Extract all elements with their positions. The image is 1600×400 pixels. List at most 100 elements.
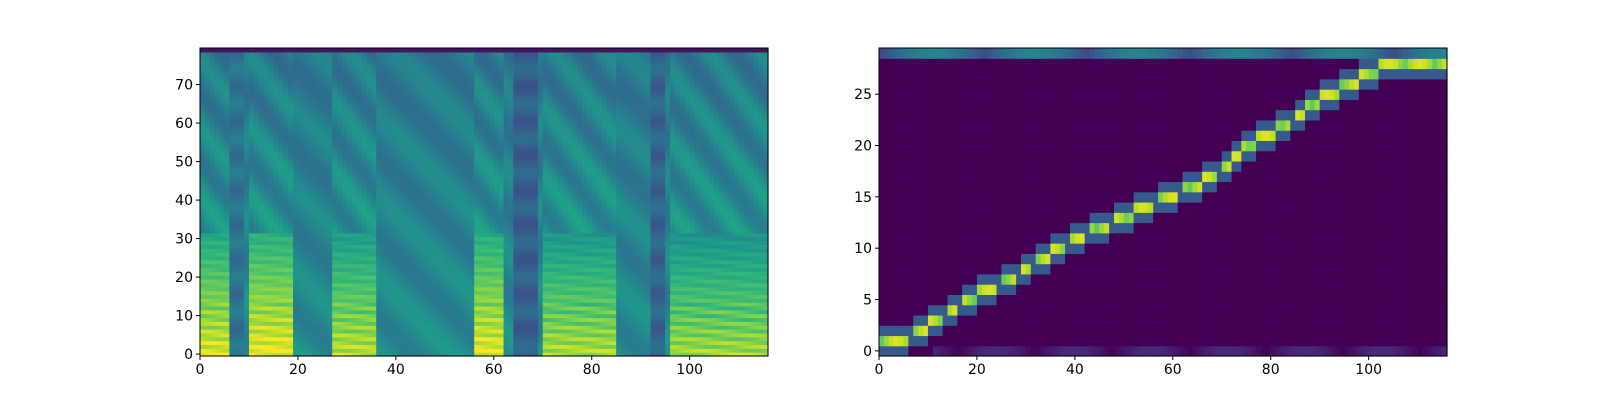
spectrogram-cell — [479, 329, 485, 334]
spectrogram-cell — [395, 221, 402, 226]
spectrogram-cell — [224, 51, 230, 57]
spectrogram-cell — [234, 59, 240, 64]
spectrogram-cell — [395, 55, 402, 61]
spectrogram-cell — [376, 325, 382, 330]
spectrogram-cell — [474, 55, 480, 61]
spectrogram-cell — [200, 78, 206, 84]
spectrogram-cell — [488, 105, 495, 111]
spectrogram-cell — [317, 255, 324, 261]
spectrogram-cell — [258, 186, 265, 192]
spectrogram-cell — [425, 221, 431, 226]
spectrogram-cell — [229, 117, 235, 122]
spectrogram-cell — [258, 271, 265, 276]
spectrogram-cell — [454, 182, 461, 188]
spectrogram-cell — [268, 101, 275, 107]
spectrogram-cell — [346, 205, 353, 211]
spectrogram-cell — [405, 113, 412, 118]
spectrogram-cell — [361, 167, 368, 172]
spectrogram-cell — [449, 82, 456, 88]
spectrogram-cell — [444, 248, 451, 253]
spectrogram-cell — [327, 71, 333, 76]
spectrogram-cell — [444, 205, 451, 211]
spectrogram-cell — [219, 259, 226, 265]
spectrogram-cell — [410, 217, 417, 222]
spectrogram-cell — [337, 228, 343, 234]
spectrogram-cell — [312, 105, 319, 111]
spectrogram-cell — [439, 105, 446, 111]
spectrogram-cell — [248, 63, 255, 68]
spectrogram-cell — [381, 59, 387, 64]
spectrogram-cell — [200, 121, 206, 126]
spectrogram-cell — [444, 59, 451, 64]
spectrogram-cell — [366, 313, 372, 319]
spectrogram-cell — [283, 59, 289, 64]
spectrogram-cell — [464, 225, 470, 230]
spectrogram-cell — [332, 82, 338, 88]
spectrogram-cell — [381, 121, 387, 126]
spectrogram-cell — [229, 159, 235, 165]
spectrogram-cell — [229, 175, 235, 180]
spectrogram-cell — [244, 148, 250, 153]
spectrogram-cell — [214, 190, 221, 195]
spectrogram-cell — [327, 55, 333, 61]
spectrogram-cell — [376, 171, 382, 176]
spectrogram-cell — [410, 275, 417, 280]
spectrogram-cell — [449, 205, 456, 211]
spectrogram-cell — [420, 213, 426, 218]
spectrogram-cell — [444, 132, 451, 138]
spectrogram-cell — [356, 298, 363, 303]
spectrogram-cell — [342, 74, 348, 80]
spectrogram-cell — [439, 313, 446, 319]
spectrogram-cell — [405, 159, 412, 165]
spectrogram-cell — [444, 178, 451, 184]
spectrogram-cell — [400, 48, 407, 53]
spectrogram-cell — [234, 279, 240, 284]
spectrogram-cell — [317, 117, 324, 122]
spectrogram-cell — [200, 98, 206, 103]
spectrogram-cell — [214, 321, 221, 326]
spectrogram-cell — [459, 205, 466, 211]
spectrogram-cell — [435, 140, 441, 145]
spectrogram-cell — [498, 259, 505, 265]
spectrogram-cell — [493, 352, 500, 357]
spectrogram-cell — [356, 217, 363, 222]
spectrogram-cell — [268, 194, 275, 199]
spectrogram-cell — [209, 271, 216, 276]
spectrogram-cell — [278, 59, 284, 64]
spectrogram-cell — [390, 67, 397, 72]
spectrogram-cell — [371, 332, 377, 338]
spectrogram-cell — [342, 348, 348, 353]
spectrogram-cell — [390, 305, 397, 311]
spectrogram-cell — [493, 151, 500, 157]
spectrogram-cell — [371, 309, 377, 315]
spectrogram-cell — [493, 182, 500, 188]
spectrogram-cell — [493, 113, 500, 118]
spectrogram-cell — [405, 340, 412, 346]
spectrogram-cell — [239, 148, 245, 153]
spectrogram-cell — [444, 74, 451, 80]
spectrogram-cell — [278, 325, 284, 330]
spectrogram-cell — [444, 321, 451, 326]
spectrogram-cell — [209, 205, 216, 211]
spectrogram-cell — [366, 109, 372, 115]
spectrogram-cell — [464, 313, 470, 319]
spectrogram-cell — [204, 159, 211, 165]
spectrogram-cell — [425, 228, 431, 234]
spectrogram-cell — [234, 255, 240, 261]
spectrogram-cell — [346, 332, 353, 338]
spectrogram-cell — [351, 294, 358, 299]
spectrogram-cell — [386, 51, 392, 57]
spectrogram-cell — [415, 178, 421, 184]
spectrogram-cell — [449, 248, 456, 253]
spectrogram-cell — [469, 109, 475, 115]
spectrogram-cell — [430, 321, 436, 326]
spectrogram-cell — [307, 63, 314, 68]
spectrogram-cell — [302, 340, 309, 346]
spectrogram-cell — [293, 252, 299, 257]
spectrogram-cell — [283, 78, 289, 84]
spectrogram-cell — [278, 140, 284, 145]
spectrogram-cell — [361, 275, 368, 280]
spectrogram-cell — [425, 252, 431, 257]
spectrogram-cell — [332, 348, 338, 353]
spectrogram-cell — [351, 101, 358, 107]
